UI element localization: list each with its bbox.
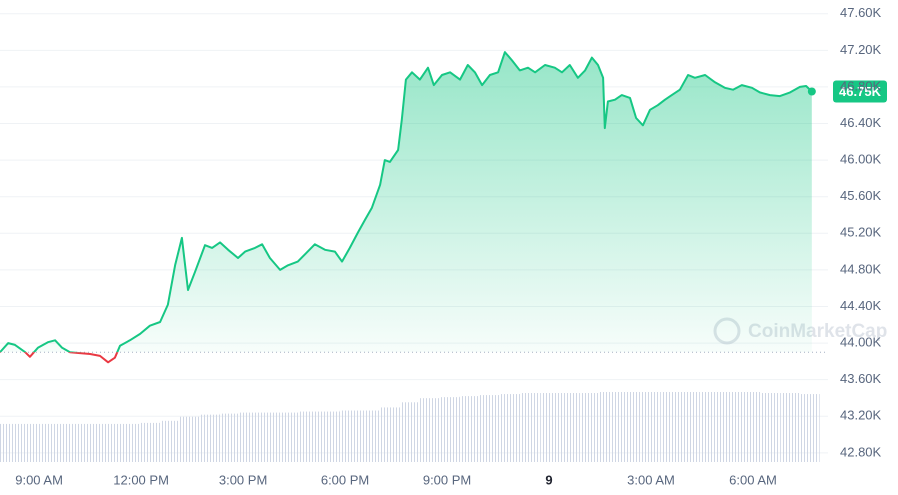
volume-bar xyxy=(60,423,81,462)
volume-bar xyxy=(799,394,820,462)
x-tick-label: 9:00 AM xyxy=(15,472,63,487)
volume-bar xyxy=(519,393,541,462)
y-tick-label: 46.00K xyxy=(840,152,882,167)
volume-bar xyxy=(559,393,580,462)
volume-bar xyxy=(259,412,280,462)
y-tick-label: 44.40K xyxy=(840,298,882,313)
price-badge xyxy=(833,80,887,103)
volume-bar xyxy=(599,392,620,462)
x-tick-label: 6:00 PM xyxy=(321,472,369,487)
x-tick-label: 3:00 PM xyxy=(219,472,267,487)
volume-bar xyxy=(339,410,360,462)
volume-bar xyxy=(660,392,680,462)
volume-bar xyxy=(19,423,40,462)
volume-bar xyxy=(540,393,560,462)
y-tick-label: 44.80K xyxy=(840,261,882,276)
volume-bar xyxy=(180,416,201,462)
price-badge-label: 46.75K xyxy=(839,84,882,99)
last-point xyxy=(807,87,816,96)
x-tick-label: 6:00 AM xyxy=(729,472,777,487)
volume-bar xyxy=(639,392,661,462)
volume-bar xyxy=(780,393,800,462)
x-tick-label: 12:00 PM xyxy=(113,472,169,487)
volume-bar xyxy=(679,392,700,462)
y-tick-label: 47.60K xyxy=(840,5,882,20)
volume-bar xyxy=(239,412,260,462)
y-tick-label: 43.20K xyxy=(840,408,882,423)
volume-bar xyxy=(279,412,301,462)
volume-bar xyxy=(739,392,760,462)
volume-bar xyxy=(440,397,460,462)
volume-bar xyxy=(719,392,740,462)
volume-bar xyxy=(579,393,600,462)
y-tick-label: 42.80K xyxy=(840,444,882,459)
volume-bar xyxy=(80,423,101,462)
volume-bar xyxy=(359,410,380,462)
plot: 46.75K xyxy=(0,51,887,364)
volume xyxy=(0,392,820,462)
volume-bar xyxy=(699,392,720,462)
x-tick-label: 9 xyxy=(545,472,552,487)
volume-bar xyxy=(0,423,20,462)
volume-bar xyxy=(159,420,181,462)
price-line xyxy=(0,51,813,353)
volume-bar xyxy=(320,411,340,462)
volume-bar xyxy=(499,394,520,462)
volume-bar xyxy=(399,402,421,462)
volume-bar xyxy=(219,413,240,462)
x-tick-label: 3:00 AM xyxy=(627,472,675,487)
volume-bar xyxy=(39,423,61,462)
volume-bar xyxy=(619,392,640,462)
volume-bar xyxy=(200,414,220,462)
volume-bar xyxy=(459,396,480,462)
price-area xyxy=(0,52,812,353)
axes: 42.80K 43.20K 43.60K 44.00K 44.40K 44.80K 45.2… xyxy=(15,5,881,487)
y-tick-label: 46.80K xyxy=(840,78,882,93)
volume-bar xyxy=(420,398,441,462)
volume-bar xyxy=(759,393,781,462)
volume-bar xyxy=(100,423,121,462)
volume-bar xyxy=(379,407,400,462)
y-tick-label: 45.20K xyxy=(840,225,882,240)
y-tick-label: 47.20K xyxy=(840,42,882,57)
volume-bar xyxy=(119,423,140,462)
volume-bar xyxy=(479,395,500,462)
y-tick-label: 44.00K xyxy=(840,335,882,350)
x-tick-label: 9:00 PM xyxy=(423,472,471,487)
y-tick-label: 46.40K xyxy=(840,115,882,130)
volume-bar xyxy=(139,422,160,462)
y-tick-label: 43.60K xyxy=(840,371,882,386)
y-tick-label: 45.60K xyxy=(840,188,882,203)
volume-bar xyxy=(300,411,321,462)
